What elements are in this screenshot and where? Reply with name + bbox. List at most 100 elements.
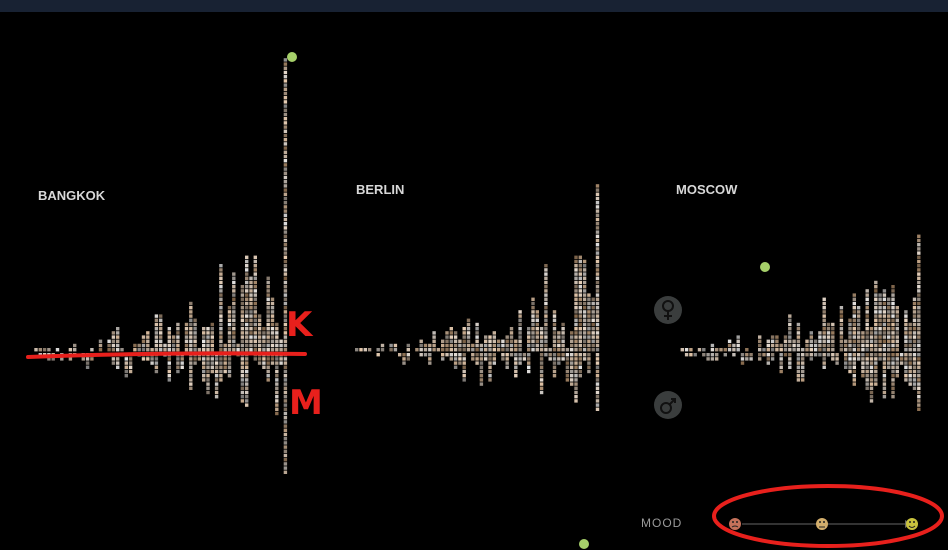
thumbnail (275, 335, 279, 339)
thumbnail (912, 386, 917, 390)
thumbnail (552, 331, 557, 335)
thumbnail (257, 339, 262, 343)
thumbnail (917, 280, 921, 285)
thumbnail (73, 348, 77, 352)
thumbnail (283, 83, 288, 87)
thumbnail (475, 322, 479, 327)
thumbnail (193, 327, 197, 331)
thumbnail (223, 361, 227, 365)
thumbnail (758, 353, 762, 357)
thumbnail (210, 348, 214, 352)
thumbnail (895, 348, 899, 352)
thumbnail (574, 314, 578, 318)
thumbnail (715, 353, 719, 357)
thumbnail (544, 348, 548, 352)
thumbnail (283, 445, 288, 449)
thumbnail (249, 348, 253, 352)
thumbnail (574, 374, 578, 378)
thumbnail (591, 322, 595, 327)
thumbnail (587, 335, 591, 339)
thumbnail (283, 62, 288, 66)
thumbnail (775, 335, 779, 339)
thumbnail (917, 268, 921, 272)
thumbnail (240, 289, 245, 293)
thumbnail (544, 276, 548, 280)
thumbnail (275, 378, 279, 382)
thumbnail (462, 378, 466, 382)
thumbnail (501, 348, 505, 352)
thumbnail (219, 272, 223, 276)
thumbnail (595, 192, 600, 196)
thumbnail (245, 297, 249, 301)
thumbnail (527, 348, 531, 352)
thumbnail (856, 306, 861, 310)
thumbnail (492, 353, 496, 357)
thumbnail (874, 293, 878, 297)
thumbnail (189, 335, 193, 339)
thumbnail (245, 369, 249, 374)
thumbnail (107, 348, 111, 352)
thumbnail (253, 348, 257, 352)
thumbnail (176, 365, 180, 369)
thumbnail (878, 339, 882, 343)
thumbnail (283, 226, 288, 230)
thumbnail (85, 357, 90, 361)
thumbnail (488, 339, 492, 343)
thumbnail (275, 407, 279, 411)
thumbnail (202, 369, 206, 374)
thumbnail (839, 331, 844, 335)
female-button[interactable] (654, 296, 682, 324)
thumbnail (595, 201, 600, 205)
thumbnail (865, 343, 869, 348)
thumbnail (531, 327, 535, 331)
thumbnail (801, 365, 805, 369)
thumbnail (492, 361, 496, 365)
thumbnail (788, 314, 792, 318)
thumbnail (479, 378, 484, 382)
thumbnail (822, 339, 826, 343)
mood-happy[interactable] (906, 518, 918, 530)
male-button[interactable] (654, 391, 682, 419)
thumbnail (479, 357, 484, 361)
thumbnail (176, 339, 180, 343)
thumbnail (283, 100, 288, 104)
thumbnail (822, 365, 826, 369)
thumbnail (206, 331, 210, 335)
thumbnail (595, 247, 600, 251)
thumbnail (505, 361, 509, 365)
thumbnail (501, 339, 505, 343)
thumbnail (874, 382, 878, 386)
thumbnail (275, 386, 279, 390)
thumbnail (223, 343, 227, 348)
thumbnail (895, 365, 899, 369)
thumbnail (509, 353, 514, 357)
thumbnail (227, 357, 232, 361)
thumbnail (895, 357, 899, 361)
thumbnail (591, 343, 595, 348)
mood-sad[interactable] (729, 518, 741, 530)
thumbnail (904, 314, 908, 318)
thumbnail (492, 348, 496, 352)
thumbnail (779, 353, 783, 357)
thumbnail (505, 343, 509, 348)
thumbnail (240, 361, 245, 365)
mood-neutral[interactable] (816, 518, 828, 530)
thumbnail (133, 348, 137, 352)
thumbnail (488, 348, 492, 352)
thumbnail (891, 322, 895, 327)
thumbnail (245, 314, 249, 318)
thumbnail (227, 365, 232, 369)
thumbnail (283, 66, 288, 70)
thumbnail (270, 335, 275, 339)
thumbnail (835, 357, 839, 361)
thumbnail (869, 361, 874, 365)
thumbnail (249, 293, 253, 297)
thumbnail (869, 399, 874, 403)
thumbnail (107, 343, 111, 348)
thumbnail (419, 339, 423, 343)
thumbnail (826, 353, 831, 357)
thumbnail (214, 374, 219, 378)
thumbnail (813, 343, 818, 348)
thumbnail (595, 264, 600, 268)
thumbnail (561, 348, 565, 352)
